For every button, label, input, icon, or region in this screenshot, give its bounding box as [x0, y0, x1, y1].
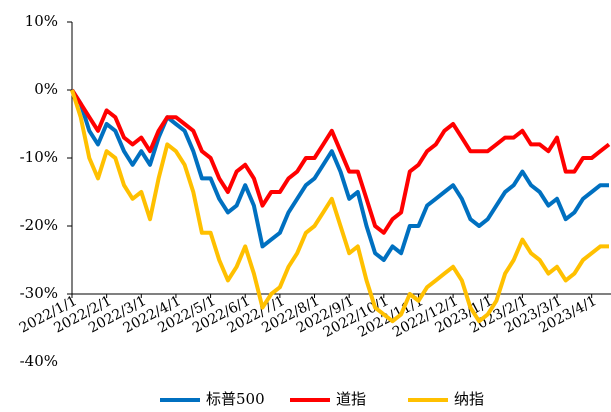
series-line: [70, 88, 609, 262]
series-line: [70, 89, 609, 324]
y-tick-label: 10%: [25, 12, 58, 30]
series-line: [70, 88, 611, 235]
legend-label: 纳指: [454, 390, 484, 408]
y-tick-label: -40%: [20, 352, 58, 370]
legend-label: 道指: [336, 390, 366, 408]
y-tick-label: 0%: [34, 80, 58, 98]
y-tick-label: -10%: [20, 148, 58, 166]
y-tick-label: -20%: [20, 216, 58, 234]
y-tick-label: -30%: [20, 284, 58, 302]
legend-label: 标普500: [206, 390, 265, 408]
